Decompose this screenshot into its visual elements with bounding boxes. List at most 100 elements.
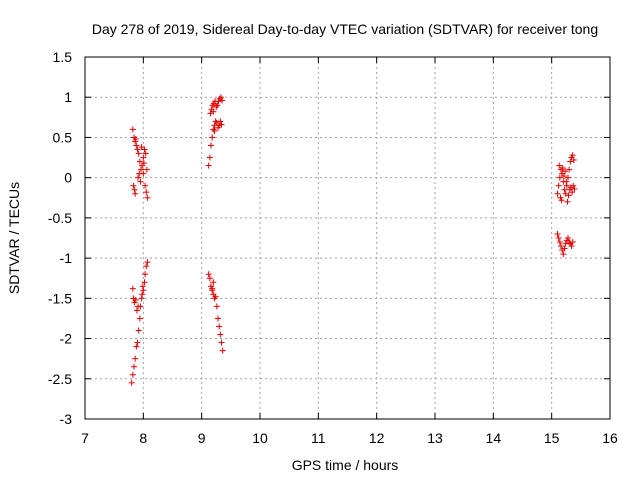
data-point [135,174,142,181]
data-point [556,239,563,246]
data-point [140,154,147,161]
chart-title: Day 278 of 2019, Sidereal Day-to-day VTE… [92,21,598,37]
data-point [567,158,574,165]
y-tick-label: 0 [64,170,72,186]
data-point [208,142,214,149]
data-point [139,283,146,290]
data-point [129,371,136,378]
data-point [555,235,562,241]
data-point [560,251,567,258]
x-tick-label: 12 [369,430,385,446]
data-point [219,97,226,104]
data-point [214,102,221,109]
y-axis-label: SDTVAR / TECUs [6,182,22,294]
data-point [138,295,145,302]
data-point [210,108,217,115]
x-tick-labels: 7 8 9 10 11 12 13 14 15 16 [81,430,618,446]
data-point [565,192,572,199]
y-tick-label: -2 [60,331,73,347]
y-tick-label: -1.5 [48,290,72,306]
data-point [142,182,149,189]
data-point [129,285,136,292]
y-tick-label: 1.5 [53,49,73,65]
data-point [558,243,564,250]
grid-lines [85,57,610,419]
x-tick-label: 11 [311,430,326,446]
y-tick-label: -0.5 [48,210,72,226]
data-point [564,198,571,205]
data-point [569,189,576,196]
plot-frame [84,56,611,420]
data-point [218,121,225,128]
x-tick-label: 10 [252,430,268,446]
data-point [565,235,571,241]
data-point [558,197,565,204]
data-point [143,189,150,196]
data-points [128,94,578,386]
data-point [561,186,568,193]
x-tick-label: 13 [427,430,443,446]
data-point [136,315,143,322]
data-point [132,190,139,197]
y-tick-label: -1 [60,250,73,266]
data-point [555,182,562,189]
data-point [140,160,147,167]
data-point [132,296,139,303]
data-point [563,182,570,189]
data-point [140,287,147,294]
data-point [205,162,212,169]
data-point [568,243,575,250]
data-point [134,339,141,346]
data-point [132,136,139,143]
data-point [217,94,224,101]
data-point [563,178,570,185]
data-point [556,174,563,181]
data-point [138,144,145,151]
x-tick-label: 16 [602,430,618,446]
data-point [144,194,151,201]
data-point [559,165,566,172]
data-point [211,128,218,135]
data-point [142,150,149,157]
data-point [216,323,223,330]
data-point [562,168,569,175]
data-point [135,327,142,334]
y-tick-labels: -3 -2.5 -2 -1.5 -1 -0.5 0 0.5 1 1.5 [48,49,72,427]
data-point [143,166,150,173]
data-point [569,239,576,246]
data-point [205,271,212,278]
data-point [129,126,136,133]
y-tick-label: 1 [64,89,72,105]
data-point [215,315,221,322]
data-point [213,303,220,310]
data-point [136,158,143,165]
data-point [143,263,150,270]
data-point [565,174,571,181]
axis-ticks [84,56,611,420]
data-point [212,293,219,300]
data-point [556,162,563,169]
data-point [133,142,140,149]
y-tick-label: -2.5 [48,371,72,387]
y-tick-label: -3 [60,411,73,427]
data-point [139,291,146,298]
data-point [554,230,561,237]
data-point [141,279,148,286]
data-point [561,245,568,252]
data-point [209,285,216,292]
data-point [219,347,226,354]
y-tick-label: 0.5 [53,129,73,145]
data-point [135,150,142,157]
data-point [144,259,151,266]
data-point [554,190,561,197]
data-point [210,279,217,286]
data-point [217,331,224,338]
data-point [206,275,213,282]
data-point [131,186,138,193]
data-point [134,146,141,153]
data-point [137,178,144,185]
data-point [142,271,149,278]
data-point [135,303,142,310]
x-tick-label: 14 [486,430,502,446]
